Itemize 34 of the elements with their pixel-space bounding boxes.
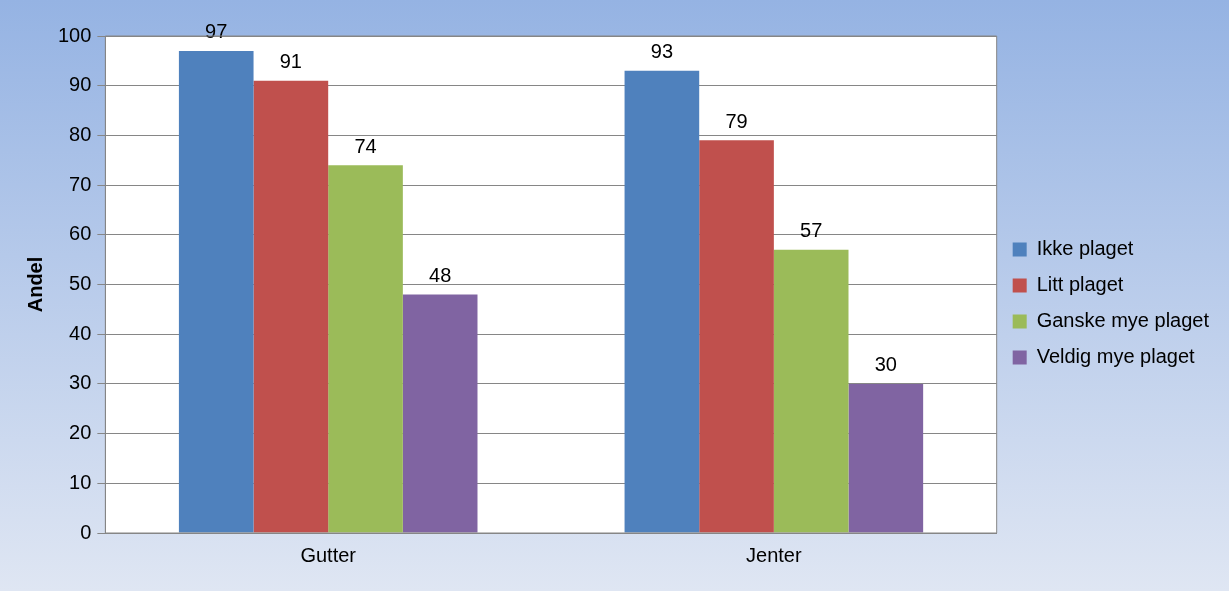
y-tick-label: 60 (69, 222, 92, 245)
bar (402, 294, 478, 533)
bar (253, 80, 329, 533)
y-tick-label: 50 (69, 272, 92, 295)
legend-label: Ganske mye plaget (1036, 309, 1210, 332)
bar (773, 249, 849, 533)
y-tick-label: 40 (69, 321, 92, 344)
data-label: 30 (874, 353, 897, 376)
data-label: 93 (650, 40, 674, 63)
bar (848, 383, 924, 533)
y-axis-title: Andel (23, 256, 46, 313)
data-label: 91 (279, 50, 302, 73)
legend-label: Litt plaget (1036, 273, 1124, 296)
data-label: 48 (429, 263, 452, 286)
x-tick-label: Gutter (300, 543, 357, 566)
y-tick-label: 80 (69, 122, 92, 145)
y-tick-label: 0 (80, 520, 92, 543)
y-tick-label: 10 (69, 470, 92, 493)
bar (624, 70, 700, 533)
bar (699, 140, 774, 533)
y-tick-label: 90 (69, 73, 92, 96)
legend-label: Ikke plaget (1036, 237, 1134, 260)
legend-label: Veldig mye plaget (1036, 345, 1196, 368)
y-tick-label: 100 (57, 23, 92, 46)
y-tick-label: 70 (69, 172, 92, 195)
data-label: 79 (725, 109, 748, 132)
data-label: 57 (800, 219, 823, 242)
y-tick-label: 20 (69, 421, 92, 444)
data-label: 97 (205, 20, 228, 43)
bar (328, 165, 403, 533)
x-tick-label: Jenter (746, 543, 802, 566)
data-label: 74 (354, 134, 377, 157)
y-tick-label: 30 (69, 371, 92, 394)
bar (178, 50, 254, 533)
